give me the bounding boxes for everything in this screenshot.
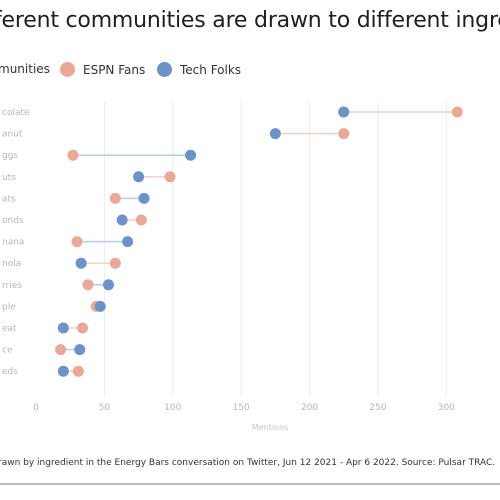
point-espn-fans xyxy=(451,106,463,118)
x-tick-label: 150 xyxy=(233,403,250,413)
category-label: eat xyxy=(2,324,17,334)
x-axis-label: Mentions xyxy=(252,423,288,432)
point-tech-folks xyxy=(57,322,69,334)
legend-label: Tech Folks xyxy=(180,62,242,77)
category-label: eds xyxy=(2,367,18,377)
legend: munities ESPN Fans Tech Folks xyxy=(0,62,500,84)
chart-title: ferent communities are drawn to differen… xyxy=(0,8,500,33)
point-tech-folks xyxy=(102,279,114,291)
point-tech-folks xyxy=(74,344,86,356)
category-label: uts xyxy=(2,173,16,183)
point-espn-fans xyxy=(67,149,79,161)
point-espn-fans xyxy=(71,236,83,248)
category-label: colate xyxy=(2,108,30,118)
category-label: ats xyxy=(2,194,16,204)
category-label: ggs xyxy=(2,151,18,161)
point-tech-folks xyxy=(75,257,87,269)
category-label: rries xyxy=(2,281,22,291)
category-label: ple xyxy=(2,302,16,312)
point-espn-fans xyxy=(82,279,94,291)
legend-item-tech-folks: Tech Folks xyxy=(157,62,241,77)
point-espn-fans xyxy=(135,214,147,226)
point-espn-fans xyxy=(338,128,350,140)
legend-label: ESPN Fans xyxy=(83,62,146,77)
point-tech-folks xyxy=(94,300,106,312)
category-label: ce xyxy=(2,346,13,356)
point-tech-folks xyxy=(57,365,69,377)
legend-item-communities: munities xyxy=(0,62,50,76)
point-espn-fans xyxy=(77,322,89,334)
point-tech-folks xyxy=(338,106,350,118)
chart-footnote: rawn by ingredient in the Energy Bars co… xyxy=(0,458,496,468)
point-tech-folks xyxy=(138,192,150,204)
x-tick-label: 50 xyxy=(99,403,111,413)
category-label: onds xyxy=(2,216,24,226)
legend-label: munities xyxy=(0,62,50,76)
category-label: anut xyxy=(2,130,23,140)
footer-divider xyxy=(0,483,500,485)
legend-dot-espn-fans xyxy=(60,62,75,77)
point-tech-folks xyxy=(116,214,128,226)
point-espn-fans xyxy=(109,257,121,269)
category-label: nana xyxy=(2,238,24,248)
point-tech-folks xyxy=(185,149,197,161)
point-espn-fans xyxy=(72,365,84,377)
point-tech-folks xyxy=(122,236,134,248)
point-espn-fans xyxy=(109,192,121,204)
legend-item-espn-fans: ESPN Fans xyxy=(60,62,145,77)
x-tick-label: 100 xyxy=(164,403,181,413)
x-tick-label: 200 xyxy=(301,403,318,413)
point-tech-folks xyxy=(269,128,281,140)
category-label: nola xyxy=(2,259,21,269)
point-espn-fans xyxy=(164,171,176,183)
point-tech-folks xyxy=(133,171,145,183)
point-espn-fans xyxy=(55,344,67,356)
x-tick-label: 250 xyxy=(369,403,386,413)
x-tick-label: 300 xyxy=(438,403,455,413)
legend-dot-tech-folks xyxy=(157,62,172,77)
x-tick-label: 0 xyxy=(33,403,39,413)
